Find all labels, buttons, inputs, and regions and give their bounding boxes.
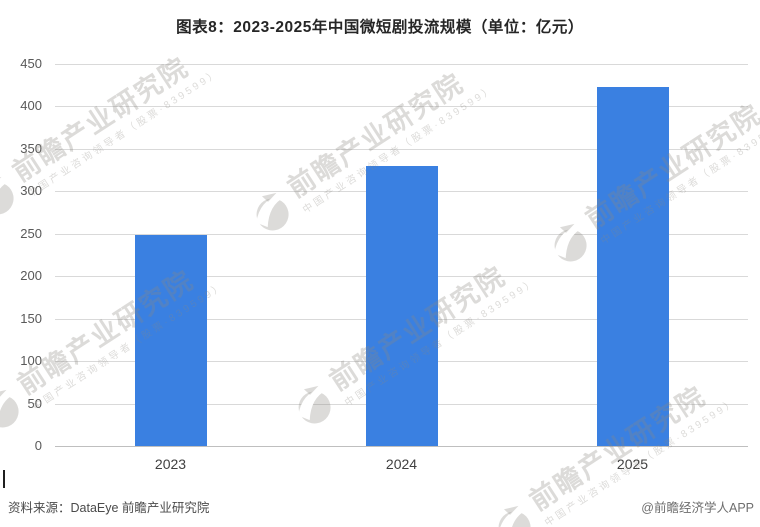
x-tick-label-2023: 2023: [154, 456, 187, 472]
y-tick-label: 0: [34, 438, 42, 453]
source-note: 资料来源：DataEye 前瞻产业研究院: [8, 501, 210, 515]
plot-area: [55, 64, 748, 447]
y-tick-label: 450: [20, 56, 42, 71]
y-tick-label: 250: [20, 225, 42, 241]
gridline: [55, 64, 748, 65]
y-tick-label: 150: [20, 310, 42, 326]
y-tick-label: 50: [27, 395, 42, 411]
y-tick-label: 350: [20, 140, 42, 156]
y-tick-label: 300: [20, 183, 42, 199]
gridline: [55, 106, 748, 108]
x-tick-label-2025: 2025: [616, 456, 649, 472]
text-cursor: [3, 470, 5, 488]
gridline: [55, 148, 748, 150]
y-tick-label: 400: [20, 98, 42, 114]
x-tick-label-2024: 2024: [385, 456, 418, 472]
branding-note: @前瞻经济学人APP: [641, 501, 754, 515]
bar-2025: [596, 86, 669, 446]
qianzhan-globe-icon: [498, 506, 531, 527]
bar-2024: [365, 165, 438, 446]
chart-title: 图表8：2023-2025年中国微短剧投流规模（单位：亿元）: [176, 19, 584, 36]
bar-2023: [134, 235, 207, 446]
y-tick-label: 100: [20, 353, 42, 369]
y-tick-label: 200: [20, 268, 42, 284]
